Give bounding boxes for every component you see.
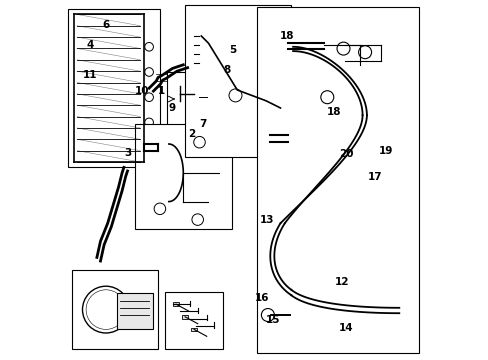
Circle shape	[144, 118, 153, 127]
Text: 2: 2	[187, 129, 195, 139]
Bar	[72, 270, 158, 349]
Circle shape	[261, 309, 274, 321]
Text: 8: 8	[223, 65, 230, 75]
Text: 18: 18	[279, 31, 294, 41]
Circle shape	[193, 136, 205, 148]
Bar	[167, 72, 224, 130]
Bar	[173, 302, 179, 306]
Circle shape	[144, 42, 153, 51]
Bar	[182, 315, 187, 319]
Circle shape	[358, 46, 371, 59]
Text: 7: 7	[199, 119, 206, 129]
Circle shape	[185, 91, 199, 104]
Text: 12: 12	[334, 276, 348, 287]
Text: 17: 17	[367, 172, 381, 182]
Bar	[165, 292, 223, 349]
Circle shape	[263, 125, 276, 138]
Text: 13: 13	[259, 215, 273, 225]
Circle shape	[89, 293, 122, 326]
Circle shape	[86, 290, 125, 329]
Bar	[117, 293, 152, 329]
Text: 6: 6	[102, 20, 109, 30]
Bar	[191, 328, 197, 331]
Circle shape	[88, 292, 123, 328]
Text: 5: 5	[229, 45, 236, 55]
Text: 18: 18	[326, 107, 340, 117]
Circle shape	[144, 68, 153, 76]
Circle shape	[228, 89, 242, 102]
Text: 3: 3	[123, 148, 131, 158]
Circle shape	[144, 93, 153, 102]
Circle shape	[91, 295, 120, 324]
Circle shape	[192, 214, 203, 225]
Circle shape	[99, 302, 113, 317]
Bar	[257, 7, 418, 353]
Circle shape	[320, 91, 333, 104]
Text: 10: 10	[134, 86, 149, 96]
Circle shape	[88, 292, 123, 328]
Text: 11: 11	[83, 69, 98, 80]
Circle shape	[82, 286, 129, 333]
Text: 4: 4	[86, 40, 94, 50]
Text: 16: 16	[254, 293, 269, 303]
Text: 19: 19	[378, 146, 392, 156]
Text: 9: 9	[168, 103, 175, 113]
Text: 14: 14	[338, 323, 353, 333]
Circle shape	[336, 42, 349, 55]
Circle shape	[154, 203, 165, 215]
Text: 20: 20	[338, 149, 352, 159]
Bar	[185, 5, 291, 157]
Text: 1: 1	[157, 86, 164, 96]
Text: 15: 15	[265, 315, 279, 325]
Bar	[134, 124, 231, 229]
Bar	[68, 9, 160, 167]
